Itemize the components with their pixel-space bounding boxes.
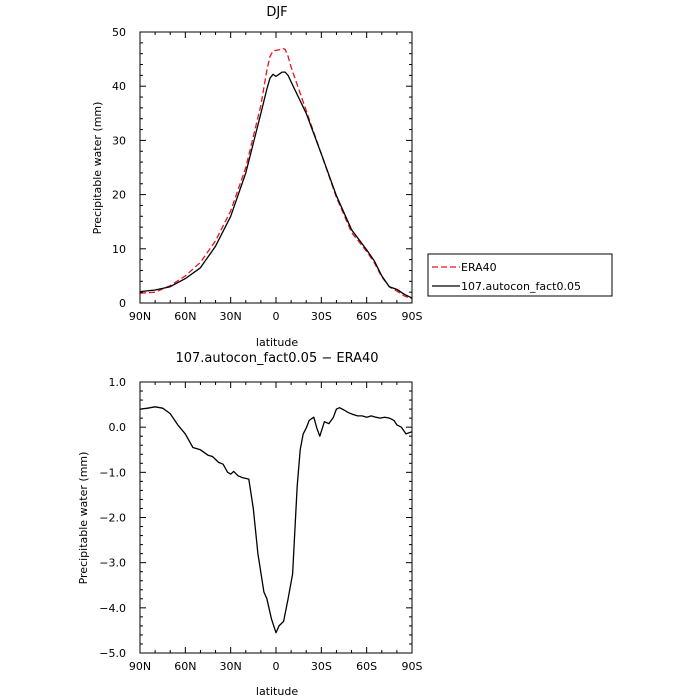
chart2-frame (139, 381, 413, 654)
y-tick-label: 0 (119, 297, 126, 310)
x-tick-label: 90N (129, 660, 151, 673)
x-tick-label: 60S (356, 310, 377, 323)
x-tick-label: 0 (273, 310, 280, 323)
x-tick-label: 90S (402, 310, 423, 323)
legend-box (427, 253, 613, 297)
y-tick-label: 30 (112, 134, 126, 147)
x-tick-label: 30N (220, 310, 242, 323)
chart1-ylabel: Precipitable water (mm) (91, 102, 104, 235)
legend-label-era40: ERA40 (461, 261, 497, 274)
x-tick-label: 30N (220, 660, 242, 673)
y-tick-label: 1.0 (109, 376, 127, 389)
x-tick-label: 60S (356, 660, 377, 673)
series-line-107-autocon-fact0-05 (139, 71, 413, 299)
y-tick-label: 20 (112, 189, 126, 202)
y-tick-label: 10 (112, 243, 126, 256)
x-tick-label: 30S (311, 660, 332, 673)
chart1-xlabel: latitude (256, 336, 298, 349)
chart-djf: DJF latitude Precipitable water (mm) 90N… (91, 5, 613, 349)
y-tick-label: 0.0 (109, 421, 127, 434)
chart1-title: DJF (266, 5, 287, 20)
x-tick-label: 90S (402, 660, 423, 673)
chart2-ylabel: Precipitable water (mm) (77, 452, 90, 585)
series-line-era40 (139, 47, 413, 300)
y-tick-label: 50 (112, 26, 126, 39)
x-tick-label: 0 (273, 660, 280, 673)
chart1-legend: ERA40 107.autocon_fact0.05 (427, 253, 613, 297)
y-tick-label: −2.0 (99, 512, 126, 525)
x-tick-label: 30S (311, 310, 332, 323)
x-tick-label: 60N (174, 310, 196, 323)
chart2-title: 107.autocon_fact0.05 − ERA40 (175, 351, 378, 366)
chart2-xlabel: latitude (256, 685, 298, 698)
legend-label-autocon: 107.autocon_fact0.05 (461, 280, 581, 293)
y-tick-label: −1.0 (99, 466, 126, 479)
y-tick-label: 40 (112, 80, 126, 93)
chart-difference: 107.autocon_fact0.05 − ERA40 latitude Pr… (77, 351, 423, 698)
y-tick-label: −5.0 (99, 647, 126, 660)
y-tick-label: −3.0 (99, 557, 126, 570)
x-tick-label: 90N (129, 310, 151, 323)
x-tick-label: 60N (174, 660, 196, 673)
series-line-difference (139, 406, 413, 634)
chart1-frame (139, 31, 413, 304)
y-tick-label: −4.0 (99, 602, 126, 615)
